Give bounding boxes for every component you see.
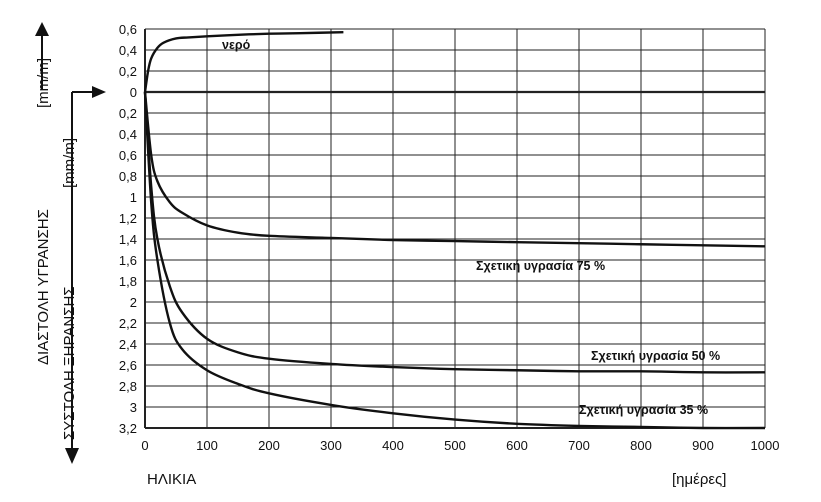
y-up-tick-label: 0,4 bbox=[119, 43, 137, 58]
x-tick-labels: 0 100 200 300 400 500 600 700 800 900 1000 bbox=[141, 438, 779, 453]
y-down-tick-label: 1,8 bbox=[119, 274, 137, 289]
series-rh50 bbox=[143, 91, 766, 374]
x-tick-label: 600 bbox=[506, 438, 528, 453]
y-down-tick-label: 1,6 bbox=[119, 253, 137, 268]
series-rh75 bbox=[143, 91, 766, 248]
x-tick-label: 200 bbox=[258, 438, 280, 453]
series-label-rh35: Σχετική υγρασία 35 % bbox=[579, 403, 708, 417]
x-tick-label: 100 bbox=[196, 438, 218, 453]
y-down-label: ΣΥΣΤΟΛΗ ΞΗΡΑΝΣΗΣ bbox=[61, 286, 78, 440]
y-down-tick-label: 0,2 bbox=[119, 106, 137, 121]
y-down-tick-label: 0,4 bbox=[119, 127, 137, 142]
y-up-tick-labels: 0,6 0,4 0,2 0 bbox=[119, 22, 137, 100]
y-down-tick-label: 3 bbox=[130, 400, 137, 415]
x-tick-label: 400 bbox=[382, 438, 404, 453]
y-down-tick-label: 0,8 bbox=[119, 169, 137, 184]
x-tick-label: 500 bbox=[444, 438, 466, 453]
x-axis-label: ΗΛΙΚΙΑ bbox=[147, 471, 196, 488]
series-label-rh75: Σχετική υγρασία 75 % bbox=[476, 259, 605, 273]
x-tick-label: 1000 bbox=[751, 438, 780, 453]
y-down-arrowhead bbox=[65, 448, 79, 464]
y-down-tick-label: 2,6 bbox=[119, 358, 137, 373]
series-rh35 bbox=[143, 91, 766, 430]
grid bbox=[144, 28, 766, 429]
y-up-tick-label: 0 bbox=[130, 85, 137, 100]
y-down-tick-label: 3,2 bbox=[119, 421, 137, 436]
series-label-water: νερό bbox=[222, 38, 251, 52]
zero-arrowhead bbox=[92, 86, 106, 98]
x-tick-label: 700 bbox=[568, 438, 590, 453]
y-down-tick-label: 1,2 bbox=[119, 211, 137, 226]
y-up-arrowhead bbox=[35, 22, 49, 36]
series-lines bbox=[143, 30, 766, 430]
y-down-tick-label: 0,6 bbox=[119, 148, 137, 163]
x-tick-label: 0 bbox=[141, 438, 148, 453]
y-down-unit: [mm/m] bbox=[61, 138, 78, 188]
x-axis-unit: [ημέρες] bbox=[672, 471, 726, 488]
x-tick-label: 800 bbox=[630, 438, 652, 453]
y-down-tick-label: 2,8 bbox=[119, 379, 137, 394]
series-label-rh50: Σχετική υγρασία 50 % bbox=[591, 349, 720, 363]
y-down-tick-label: 2,4 bbox=[119, 337, 137, 352]
y-up-tick-label: 0,6 bbox=[119, 22, 137, 37]
x-tick-label: 900 bbox=[692, 438, 714, 453]
y-up-label: ΔΙΑΣΤΟΛΗ ΥΓΡΑΝΣΗΣ bbox=[35, 209, 52, 365]
x-tick-label: 300 bbox=[320, 438, 342, 453]
y-down-tick-labels: 0,2 0,4 0,6 0,8 1 1,2 1,4 1,6 1,8 2 2,2 2,4 2,6 2,8 3 3… bbox=[119, 106, 137, 436]
y-up-tick-label: 0,2 bbox=[119, 64, 137, 79]
y-down-tick-label: 1 bbox=[130, 190, 137, 205]
y-down-tick-label: 1,4 bbox=[119, 232, 137, 247]
y-down-tick-label: 2 bbox=[130, 295, 137, 310]
y-up-unit: [mm/m] bbox=[35, 58, 52, 108]
y-down-tick-label: 2,2 bbox=[119, 316, 137, 331]
series-water bbox=[143, 30, 344, 93]
